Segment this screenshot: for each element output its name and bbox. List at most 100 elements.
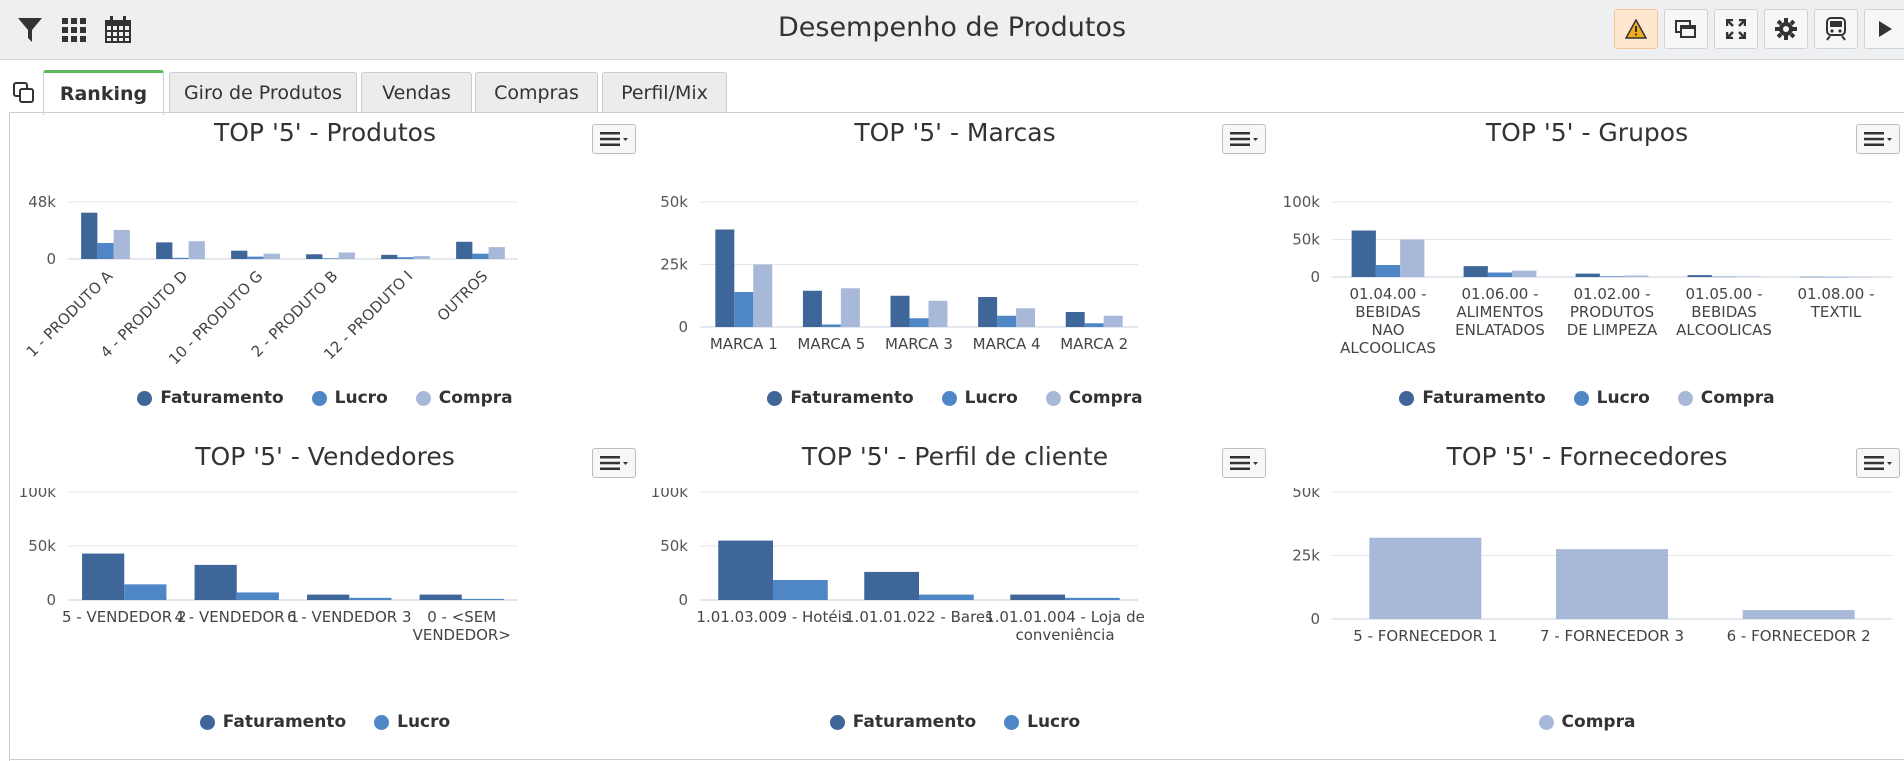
bar-faturamento-4[interactable]	[1799, 276, 1824, 278]
bar-compra-2[interactable]	[1624, 275, 1649, 278]
bar-compra-4[interactable]	[1103, 315, 1123, 327]
bar-lucro-2[interactable]	[909, 318, 929, 327]
bar-faturamento-3[interactable]	[978, 297, 998, 327]
bar-compra-5[interactable]	[488, 247, 505, 259]
bar-compra-0[interactable]	[753, 264, 773, 328]
bar-faturamento-0[interactable]	[715, 229, 735, 328]
tab-ranking[interactable]: Ranking	[43, 70, 164, 115]
bar-faturamento-1[interactable]	[864, 571, 919, 600]
bar-faturamento-3[interactable]	[1687, 275, 1712, 277]
bar-compra-2[interactable]	[928, 300, 948, 327]
bar-compra-1[interactable]	[188, 241, 205, 259]
bar-faturamento-2[interactable]	[1010, 594, 1065, 600]
bar-lucro-3[interactable]	[322, 258, 339, 259]
calendar-icon[interactable]	[102, 14, 134, 46]
bar-lucro-0[interactable]	[734, 292, 754, 327]
bar-faturamento-1[interactable]	[1463, 266, 1488, 277]
bar-lucro-0[interactable]	[124, 584, 167, 600]
bar-lucro-4[interactable]	[397, 257, 414, 259]
filter-icon[interactable]	[14, 14, 46, 46]
bar-lucro-0[interactable]	[1375, 265, 1401, 277]
bar-compra-2[interactable]	[263, 253, 280, 259]
bar-compra-1[interactable]	[840, 288, 860, 327]
legend-item-compra[interactable]: Compra	[415, 388, 513, 408]
warning-button[interactable]	[1614, 9, 1658, 49]
bar-faturamento-0[interactable]	[81, 212, 98, 259]
bar-lucro-4[interactable]	[1823, 276, 1849, 278]
bar-compra-3[interactable]	[1736, 276, 1761, 277]
bar-lucro-1[interactable]	[919, 594, 974, 600]
bar-lucro-1[interactable]	[1487, 272, 1513, 278]
bar-faturamento-0[interactable]	[1351, 230, 1376, 278]
legend-item-compra[interactable]: Compra	[1677, 388, 1775, 408]
bar-faturamento-5[interactable]	[456, 241, 473, 259]
bar-compra-1[interactable]	[1512, 270, 1537, 277]
grid-icon[interactable]	[58, 14, 90, 46]
legend-item-faturamento[interactable]: Faturamento	[767, 388, 914, 408]
bar-faturamento-4[interactable]	[1065, 312, 1085, 327]
bar-lucro-2[interactable]	[247, 256, 264, 259]
bar-lucro-0[interactable]	[773, 580, 828, 600]
bar-lucro-0[interactable]	[97, 242, 114, 259]
legend-item-lucro[interactable]: Lucro	[941, 388, 1018, 408]
bar-faturamento-1[interactable]	[802, 290, 822, 327]
tab-vendas[interactable]: Vendas	[361, 72, 472, 112]
bar-compra-3[interactable]	[1016, 308, 1036, 327]
play-button[interactable]	[1864, 9, 1904, 49]
bar-lucro-1[interactable]	[236, 592, 279, 600]
chart-menu-button[interactable]	[592, 124, 636, 154]
bar-faturamento-0[interactable]	[82, 553, 125, 600]
copy-icon[interactable]	[13, 82, 35, 108]
windows-button[interactable]	[1664, 9, 1708, 49]
bar-faturamento-2[interactable]	[890, 295, 910, 327]
bar-faturamento-0[interactable]	[718, 540, 773, 600]
train-button[interactable]	[1814, 9, 1858, 49]
bar-faturamento-2[interactable]	[307, 594, 350, 600]
fullscreen-button[interactable]	[1714, 9, 1758, 49]
bar-faturamento-1[interactable]	[156, 242, 173, 259]
bar-faturamento-3[interactable]	[419, 594, 462, 600]
legend-item-faturamento[interactable]: Faturamento	[137, 388, 284, 408]
bar-faturamento-3[interactable]	[306, 254, 323, 259]
bar-lucro-2[interactable]	[349, 597, 392, 600]
bar-lucro-3[interactable]	[997, 315, 1017, 327]
chart-menu-button[interactable]	[1856, 124, 1900, 154]
legend-item-faturamento[interactable]: Faturamento	[199, 712, 346, 732]
settings-button[interactable]	[1764, 9, 1808, 49]
tab-giro-de-produtos[interactable]: Giro de Produtos	[169, 72, 357, 112]
bar-faturamento-2[interactable]	[231, 250, 248, 259]
bar-faturamento-2[interactable]	[1575, 273, 1600, 277]
legend-item-lucro[interactable]: Lucro	[1004, 712, 1080, 732]
bar-compra-1[interactable]	[1556, 549, 1668, 619]
bar-compra-4[interactable]	[1848, 276, 1873, 278]
bar-lucro-3[interactable]	[461, 598, 504, 600]
legend-item-faturamento[interactable]: Faturamento	[1399, 388, 1546, 408]
legend-item-faturamento[interactable]: Faturamento	[829, 712, 976, 732]
bar-compra-3[interactable]	[338, 252, 355, 259]
bar-lucro-2[interactable]	[1065, 597, 1120, 600]
bar-compra-4[interactable]	[413, 256, 430, 259]
chart-menu-button[interactable]	[1856, 448, 1900, 478]
bar-lucro-3[interactable]	[1711, 276, 1737, 278]
bar-lucro-4[interactable]	[1084, 323, 1104, 327]
bar-lucro-1[interactable]	[821, 324, 841, 328]
chart-menu-button[interactable]	[1222, 448, 1266, 478]
bar-lucro-2[interactable]	[1599, 276, 1625, 277]
bar-lucro-1[interactable]	[172, 257, 189, 259]
tab-perfil-mix[interactable]: Perfil/Mix	[602, 72, 727, 112]
bar-faturamento-4[interactable]	[381, 254, 398, 259]
legend-item-compra[interactable]: Compra	[1045, 388, 1143, 408]
bar-lucro-5[interactable]	[472, 253, 489, 259]
legend-item-compra[interactable]: Compra	[1538, 712, 1635, 732]
bar-compra-0[interactable]	[1369, 537, 1482, 619]
bar-faturamento-1[interactable]	[194, 564, 237, 600]
bar-compra-0[interactable]	[1400, 239, 1425, 278]
legend-item-lucro[interactable]: Lucro	[311, 388, 388, 408]
chart-menu-button[interactable]	[592, 448, 636, 478]
legend-item-lucro[interactable]: Lucro	[1573, 388, 1650, 408]
tab-compras[interactable]: Compras	[475, 72, 598, 112]
bar-compra-2[interactable]	[1742, 610, 1855, 619]
bar-compra-0[interactable]	[113, 229, 130, 259]
chart-menu-button[interactable]	[1222, 124, 1266, 154]
legend-item-lucro[interactable]: Lucro	[374, 712, 450, 732]
